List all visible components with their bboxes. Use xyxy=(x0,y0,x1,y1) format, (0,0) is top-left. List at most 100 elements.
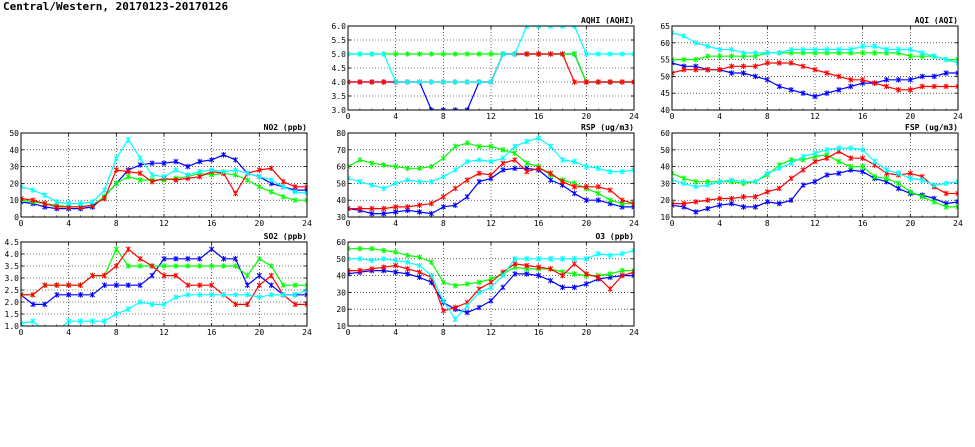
data-point xyxy=(149,172,155,178)
data-point xyxy=(244,301,250,308)
data-point xyxy=(931,199,937,205)
data-point xyxy=(631,51,634,57)
chart-title: AQI (AQI) xyxy=(915,16,958,25)
data-point xyxy=(512,256,518,262)
data-point xyxy=(125,173,131,180)
data-point xyxy=(788,175,794,182)
data-point xyxy=(137,282,143,288)
data-point xyxy=(595,51,601,57)
chart-no2: 0 10 20 30 40 50 0 4 8 12 16 20 24 NO2 (ppb) xyxy=(9,123,312,228)
x-tick-label: 0 xyxy=(19,219,24,228)
y-tick-label: 3.5 xyxy=(332,92,347,101)
data-point xyxy=(512,157,518,163)
data-point xyxy=(548,256,554,262)
data-point xyxy=(464,303,470,309)
data-point xyxy=(955,199,958,205)
data-point xyxy=(348,175,351,182)
data-point xyxy=(571,183,577,190)
x-tick-label: 8 xyxy=(441,112,446,121)
data-point xyxy=(221,152,227,158)
data-point xyxy=(681,66,687,73)
data-point xyxy=(452,316,458,323)
data-point xyxy=(729,70,735,76)
data-point xyxy=(752,194,758,200)
y-tick-label: 10 xyxy=(336,322,346,331)
data-point xyxy=(369,79,375,85)
data-point xyxy=(464,194,470,200)
data-point xyxy=(764,189,770,195)
data-point xyxy=(848,155,854,161)
y-tick-label: 3.0 xyxy=(5,274,20,283)
data-point xyxy=(256,256,262,262)
data-point xyxy=(292,183,298,190)
y-tick-label: 40 xyxy=(336,272,346,281)
data-point xyxy=(500,147,506,153)
data-point xyxy=(464,79,470,85)
data-point xyxy=(428,210,434,217)
x-tick-label: 4 xyxy=(66,219,71,228)
y-tick-label: 2.0 xyxy=(5,298,20,307)
data-point xyxy=(357,157,363,163)
data-point xyxy=(955,83,958,90)
data-point xyxy=(500,272,506,279)
data-point xyxy=(705,205,711,212)
data-point xyxy=(452,51,458,57)
data-point xyxy=(693,66,699,73)
data-point xyxy=(752,73,758,80)
data-point xyxy=(416,178,423,185)
data-point xyxy=(161,173,167,180)
x-tick-label: 4 xyxy=(717,219,722,228)
y-tick-label: 20 xyxy=(660,196,670,205)
data-point xyxy=(536,272,542,279)
data-point xyxy=(488,79,494,85)
data-point xyxy=(895,76,901,83)
data-point xyxy=(717,202,723,209)
data-point xyxy=(693,209,699,215)
data-point xyxy=(681,56,687,63)
data-point xyxy=(280,292,286,298)
series-4 xyxy=(21,136,307,207)
x-tick-label: 8 xyxy=(114,219,119,228)
data-point xyxy=(381,210,387,217)
data-point xyxy=(452,282,458,289)
data-point xyxy=(848,163,854,170)
data-point xyxy=(66,200,72,207)
data-point xyxy=(931,73,937,80)
y-tick-label: 3.5 xyxy=(5,262,20,271)
y-tick-label: 4.5 xyxy=(332,64,347,73)
data-point xyxy=(872,50,878,56)
data-point xyxy=(304,197,307,203)
data-point xyxy=(607,286,613,292)
data-point xyxy=(428,178,434,185)
x-tick-label: 20 xyxy=(582,328,592,337)
data-point xyxy=(428,51,434,57)
y-tick-label: 60 xyxy=(660,129,670,138)
x-tick-label: 8 xyxy=(765,219,770,228)
data-point xyxy=(452,143,458,150)
data-point xyxy=(137,299,143,305)
data-point xyxy=(393,209,399,215)
data-point xyxy=(476,279,482,286)
data-point xyxy=(931,83,937,90)
data-point xyxy=(149,301,155,308)
data-point xyxy=(42,301,48,308)
data-point xyxy=(955,70,958,76)
data-point xyxy=(672,29,675,36)
data-point xyxy=(872,43,878,49)
data-point xyxy=(836,87,842,93)
data-point xyxy=(393,180,399,187)
data-point xyxy=(907,53,913,60)
data-point xyxy=(883,167,890,173)
data-point xyxy=(907,175,913,182)
data-point xyxy=(524,138,530,145)
data-point xyxy=(256,167,262,173)
data-point xyxy=(232,292,239,298)
data-point xyxy=(919,50,925,56)
data-point xyxy=(89,199,96,205)
data-point xyxy=(416,262,423,269)
data-point xyxy=(197,292,203,298)
data-point xyxy=(185,282,191,288)
data-point xyxy=(452,304,458,311)
data-point xyxy=(66,318,72,324)
data-point xyxy=(416,51,423,57)
